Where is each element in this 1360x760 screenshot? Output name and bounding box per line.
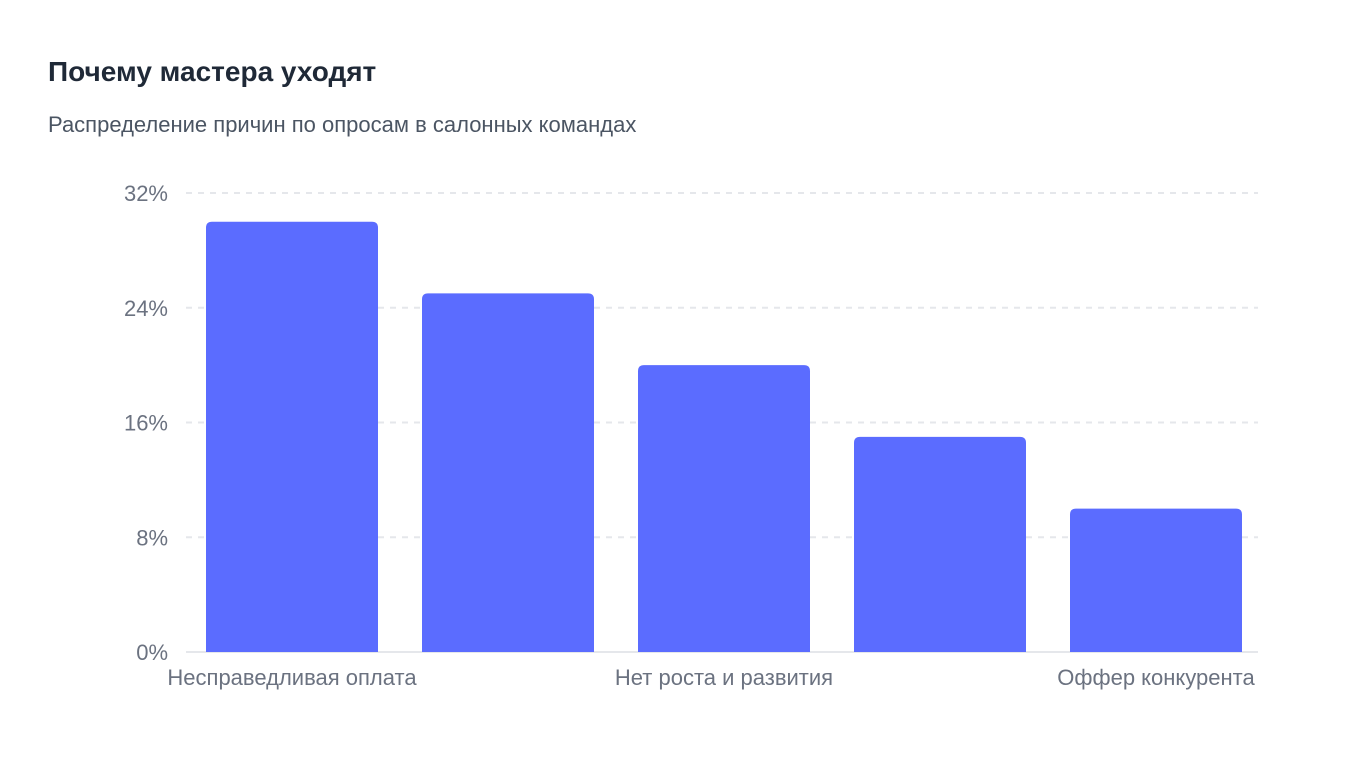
x-axis: Несправедливая оплата Нет роста и развити…: [167, 665, 1255, 690]
bar: [1070, 508, 1242, 652]
x-tick-label: Несправедливая оплата: [167, 665, 417, 690]
bar: [206, 221, 378, 652]
y-tick-label: 24%: [124, 296, 168, 321]
bar: [422, 293, 594, 652]
chart-title: Почему мастера уходят: [48, 56, 377, 87]
bar: [854, 436, 1026, 652]
x-tick-label: Оффер конкурента: [1057, 665, 1255, 690]
x-tick-label: Нет роста и развития: [615, 665, 833, 690]
bars: [206, 221, 1242, 652]
y-tick-label: 0%: [136, 640, 168, 665]
y-tick-label: 32%: [124, 181, 168, 206]
bar: [638, 365, 810, 652]
y-tick-label: 16%: [124, 411, 168, 436]
y-axis: 0% 8% 16% 24% 32%: [124, 181, 168, 665]
chart-subtitle: Распределение причин по опросам в салонн…: [48, 112, 637, 137]
y-tick-label: 8%: [136, 525, 168, 550]
